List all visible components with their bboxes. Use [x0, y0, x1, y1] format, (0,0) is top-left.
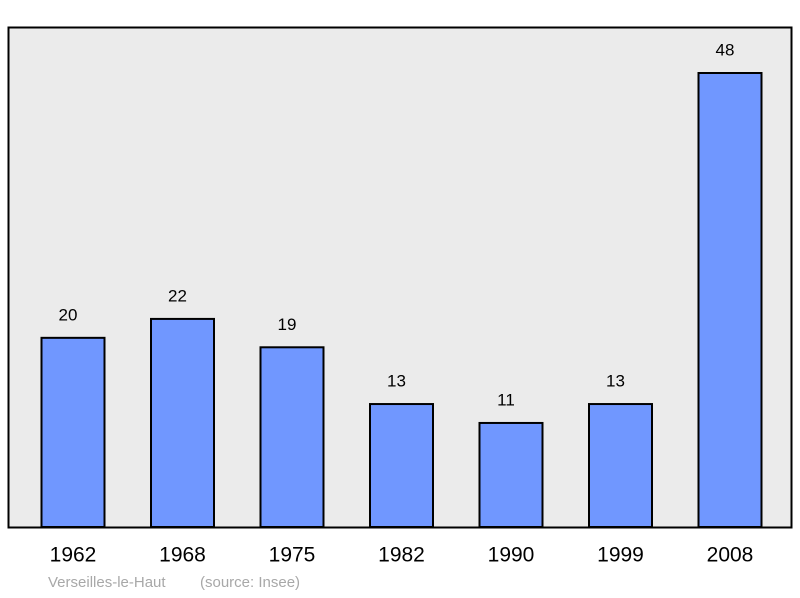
bar	[259, 346, 325, 528]
value-label: 13	[387, 372, 406, 391]
bar	[697, 72, 763, 528]
x-tick-label: 1990	[488, 544, 535, 567]
x-tick-label: 1975	[269, 544, 316, 567]
value-label: 19	[278, 315, 297, 334]
bar	[478, 421, 544, 529]
x-tick-label: 1968	[159, 544, 206, 567]
x-tick-label: 1982	[378, 544, 425, 567]
x-tick-label: 1962	[50, 544, 97, 567]
bar	[40, 336, 106, 529]
x-tick-label: 2008	[707, 544, 754, 567]
value-label: 13	[606, 372, 625, 391]
footer-place: Verseilles-le-Haut	[48, 574, 166, 591]
value-label: 48	[716, 40, 735, 59]
bar	[369, 403, 434, 528]
value-label: 11	[497, 390, 515, 409]
value-label: 22	[168, 286, 187, 305]
value-label: 20	[59, 305, 78, 324]
bar	[588, 403, 653, 528]
footer-source: (source: Insee)	[200, 574, 300, 591]
bar	[150, 317, 215, 528]
x-tick-label: 1999	[597, 544, 644, 567]
